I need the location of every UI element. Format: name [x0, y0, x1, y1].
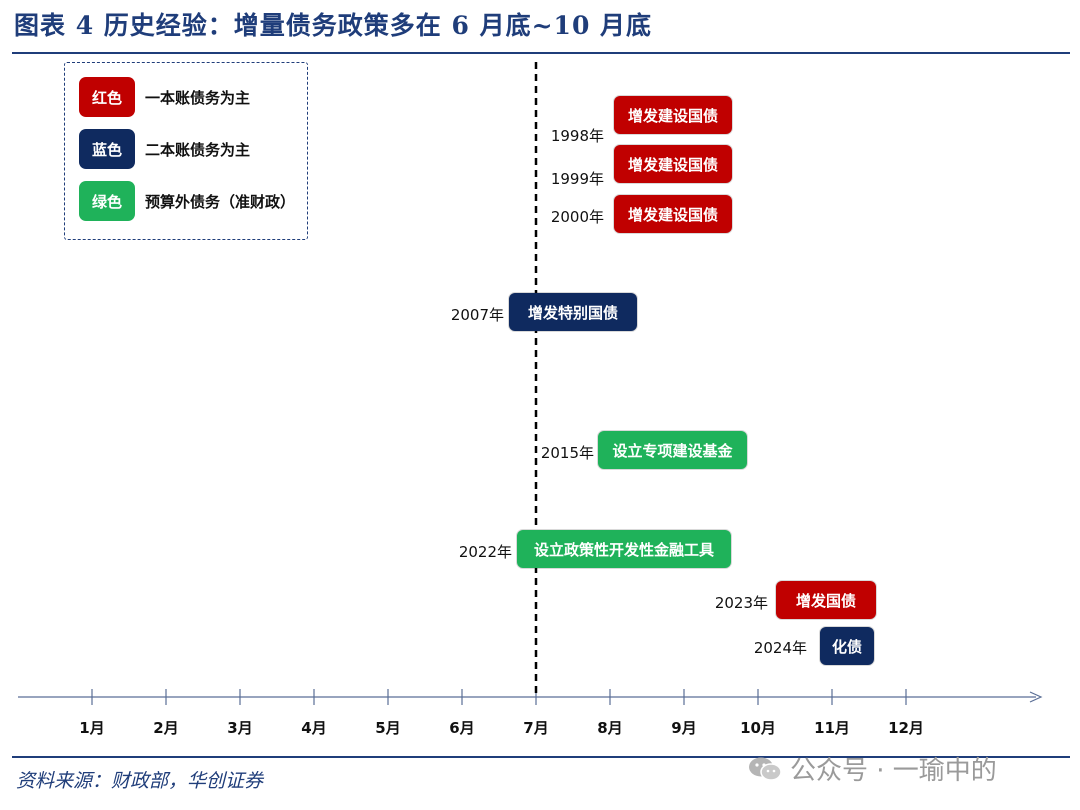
event-year-label: 2007年: [450, 306, 504, 324]
x-tick-label: 6月: [449, 719, 474, 737]
x-tick-label: 10月: [740, 719, 776, 737]
legend-item-green: 绿色 预算外债务（准财政）: [79, 181, 295, 221]
event-year-label: 1998年: [550, 127, 604, 145]
event-box: 化债: [820, 627, 874, 665]
legend-label-red: 一本账债务为主: [145, 88, 251, 107]
event-box: 设立专项建设基金: [598, 431, 747, 469]
legend-swatch-green: 绿色: [79, 181, 135, 221]
x-tick-label: 11月: [814, 719, 850, 737]
event-year-label: 2024年: [753, 639, 807, 657]
event-box: 设立政策性开发性金融工具: [517, 530, 731, 568]
event-year-label: 2015年: [540, 444, 594, 462]
legend-swatch-blue: 蓝色: [79, 129, 135, 169]
x-axis-arrow: [1029, 691, 1043, 703]
x-tick-label: 12月: [888, 719, 924, 737]
event-box: 增发建设国债: [614, 145, 732, 183]
x-tick-label: 8月: [597, 719, 622, 737]
event-year-label: 2023年: [714, 594, 768, 612]
event-year-label: 2000年: [550, 208, 604, 226]
event-box: 增发特别国债: [509, 293, 637, 331]
legend: 红色 一本账债务为主 蓝色 二本账债务为主 绿色 预算外债务（准财政）: [64, 62, 308, 240]
legend-swatch-red: 红色: [79, 77, 135, 117]
footer-rule: [12, 756, 1070, 758]
page-title: 图表 4 历史经验：增量债务政策多在 6 月底~10 月底: [14, 11, 653, 40]
watermark-text: 公众号 · 一瑜中的: [790, 756, 997, 786]
wechat-icon: [748, 756, 782, 782]
event-year-label: 2022年: [458, 543, 512, 561]
legend-item-red: 红色 一本账债务为主: [79, 77, 250, 117]
x-tick-label: 1月: [79, 719, 104, 737]
x-tick-label: 2月: [153, 719, 178, 737]
event-year-label: 1999年: [550, 170, 604, 188]
event-box: 增发建设国债: [614, 96, 732, 134]
title-rule: [12, 52, 1070, 54]
x-tick-label: 9月: [671, 719, 696, 737]
legend-item-blue: 蓝色 二本账债务为主: [79, 129, 250, 169]
legend-label-blue: 二本账债务为主: [145, 140, 251, 159]
source-note: 资料来源：财政部，华创证券: [16, 770, 264, 792]
x-tick-label: 7月: [523, 719, 548, 737]
x-tick-label: 4月: [301, 719, 326, 737]
watermark: 公众号 · 一瑜中的: [748, 750, 997, 787]
event-box: 增发建设国债: [614, 195, 732, 233]
legend-label-green: 预算外债务（准财政）: [145, 192, 296, 211]
x-tick-label: 3月: [227, 719, 252, 737]
x-tick-label: 5月: [375, 719, 400, 737]
event-box: 增发国债: [776, 581, 876, 619]
